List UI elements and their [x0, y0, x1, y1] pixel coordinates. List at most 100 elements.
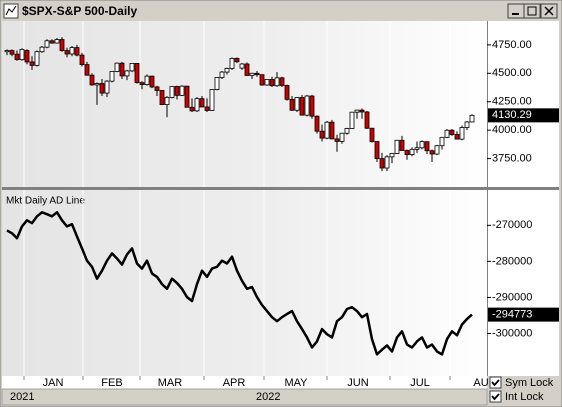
candle-body	[449, 129, 455, 135]
candle-body	[384, 156, 390, 169]
candle-body	[159, 90, 165, 105]
sym-lock-label: Sym Lock	[505, 377, 554, 389]
last-value-label: -294773	[492, 309, 532, 321]
candle-body	[344, 128, 350, 134]
candle-body	[204, 106, 210, 111]
candle-body	[69, 47, 75, 55]
month-label: MAR	[158, 377, 183, 389]
int-lock[interactable]: Int Lock	[489, 390, 544, 403]
panel-title: Mkt Daily AD Line	[6, 196, 85, 207]
candle-body	[339, 132, 345, 142]
month-label: JAN	[43, 377, 64, 389]
title-bar	[2, 2, 560, 20]
sym-lock[interactable]: Sym Lock	[489, 376, 554, 389]
candle-body	[189, 106, 195, 112]
int-lock-checkbox[interactable]	[489, 390, 502, 403]
candle-body	[434, 145, 440, 155]
y-tick-label: -300000	[492, 327, 532, 339]
candle-body	[184, 85, 190, 108]
candle-body	[244, 63, 250, 76]
candle-body	[249, 72, 255, 76]
candle-body	[39, 46, 45, 53]
candle-body	[259, 74, 265, 86]
candle-body	[409, 148, 415, 155]
y-tick-label: 4750.00	[492, 39, 532, 51]
candle-body	[359, 109, 365, 113]
candle-body	[14, 53, 20, 61]
window-title: $SPX-S&P 500-Daily	[22, 4, 137, 18]
check-mark	[491, 379, 500, 387]
candle-body	[139, 82, 145, 85]
candle-body	[364, 111, 370, 129]
candle-body	[209, 89, 215, 111]
candle-body	[119, 62, 125, 77]
ad-axis-area	[487, 190, 559, 376]
y-tick-label: 4250.00	[492, 96, 532, 108]
candle-body	[269, 79, 275, 87]
year-axis	[1, 388, 488, 406]
candle-body	[349, 111, 355, 129]
candle-body	[419, 141, 425, 149]
candle-body	[354, 109, 360, 113]
candle-body	[429, 150, 435, 155]
candle-body	[264, 79, 270, 86]
int-lock-label: Int Lock	[505, 391, 544, 403]
minimize-button[interactable]	[507, 3, 525, 19]
candle-body	[129, 63, 135, 72]
month-label: MAY	[284, 377, 308, 389]
candle-body	[239, 63, 245, 69]
candle-body	[469, 114, 475, 123]
y-tick-label: -270000	[492, 219, 532, 231]
candle-body	[154, 86, 160, 91]
candle-body	[464, 121, 470, 128]
year-label: 2021	[10, 391, 34, 403]
window-buttons[interactable]	[507, 3, 558, 19]
candle-body	[234, 58, 240, 63]
candle-body	[214, 77, 220, 90]
y-tick-label: -290000	[492, 291, 532, 303]
candle-body	[219, 71, 225, 78]
candle-body	[44, 40, 50, 48]
candle-body	[29, 61, 35, 66]
candle-body	[199, 98, 205, 108]
y-tick-label: 4500.00	[492, 67, 532, 79]
candle-body	[304, 95, 310, 116]
candle-body	[459, 127, 465, 140]
candle-body	[319, 130, 325, 139]
maximize-button[interactable]	[523, 3, 541, 19]
candle-body	[34, 51, 40, 66]
y-tick-label: 3750.00	[492, 152, 532, 164]
candle-body	[289, 98, 295, 111]
maximize-glyph	[527, 6, 537, 16]
candle-body	[294, 97, 300, 111]
candle-body	[94, 83, 100, 86]
candle-body	[229, 58, 235, 69]
last-value-box	[488, 307, 559, 322]
candle-body	[309, 95, 315, 117]
candle-body	[279, 77, 285, 86]
year-label: 2022	[256, 391, 280, 403]
candle-body	[404, 150, 410, 155]
sym-lock-checkbox[interactable]	[489, 376, 502, 389]
month-label: FEB	[101, 377, 122, 389]
candle-body	[49, 40, 55, 44]
window-icon-glyph	[5, 5, 17, 16]
candle-body	[399, 139, 405, 151]
month-label: JUL	[410, 377, 430, 389]
candle-body	[4, 50, 10, 53]
candle-body	[109, 71, 115, 82]
candle-body	[59, 39, 65, 51]
y-tick-label: -280000	[492, 255, 532, 267]
candle-body	[149, 75, 155, 88]
candle-body	[164, 97, 170, 105]
candle-body	[414, 147, 420, 150]
check-mark	[491, 393, 500, 401]
candle-body	[124, 70, 130, 77]
month-label: JUN	[347, 377, 368, 389]
month-label: APR	[223, 377, 246, 389]
candle-body	[99, 83, 105, 94]
candle-body	[84, 64, 90, 76]
last-value-box	[488, 108, 559, 123]
candle-body	[274, 77, 280, 87]
